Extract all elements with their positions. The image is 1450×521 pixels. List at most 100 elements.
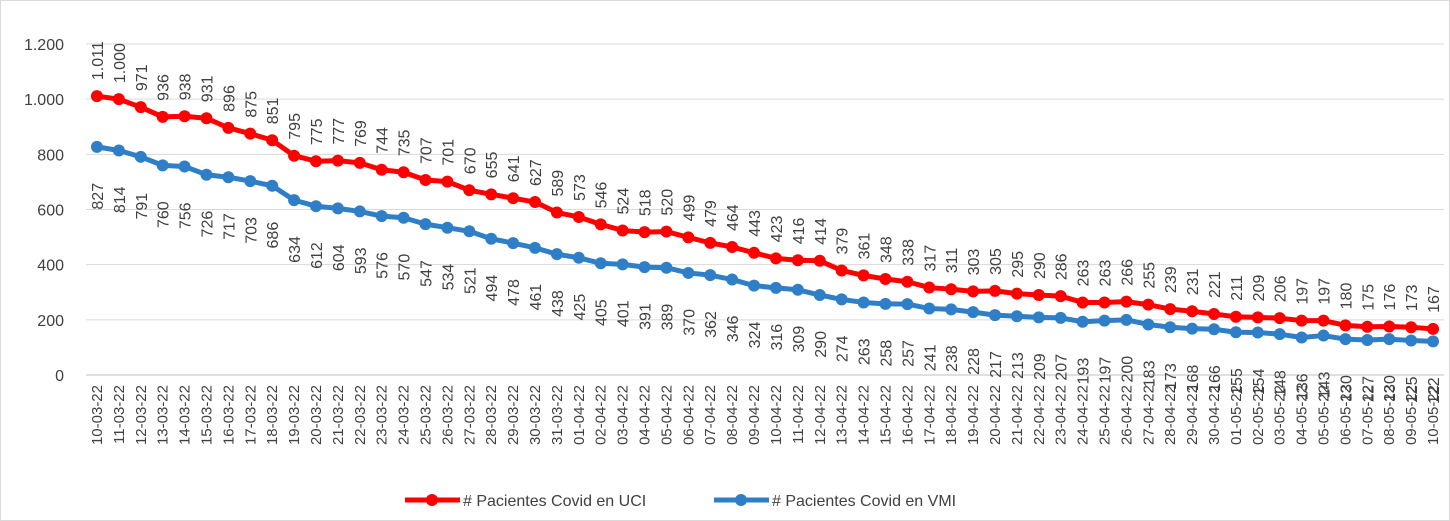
point (397, 211, 410, 224)
data-label: 209 (1251, 275, 1268, 302)
point (485, 232, 498, 245)
point (375, 163, 388, 176)
x-tick-label: 19-03-22 (286, 385, 303, 445)
data-label: 827 (90, 183, 107, 210)
x-tick-label: 20-03-22 (308, 385, 325, 445)
point (835, 293, 848, 306)
point (813, 254, 826, 267)
data-label: 263 (1098, 260, 1115, 287)
x-tick-label: 02-05-22 (1250, 385, 1267, 445)
point (200, 112, 213, 125)
point (1405, 321, 1418, 334)
point (309, 155, 322, 168)
point (1054, 311, 1067, 324)
point (572, 210, 585, 223)
x-tick-label: 16-03-22 (220, 385, 237, 445)
data-label: 303 (966, 249, 983, 276)
data-label: 155 (1229, 368, 1246, 395)
data-label: 257 (900, 340, 917, 367)
data-label: 756 (178, 202, 195, 229)
data-label: 573 (572, 174, 589, 201)
data-label: 370 (681, 309, 698, 336)
data-label: 154 (1251, 368, 1268, 395)
data-label: 576 (375, 252, 392, 279)
point (397, 166, 410, 179)
data-label: 309 (791, 326, 808, 353)
x-tick-label: 07-04-22 (702, 385, 719, 445)
point (331, 202, 344, 215)
point (879, 273, 892, 286)
point (156, 159, 169, 172)
x-tick-label: 23-03-22 (374, 385, 391, 445)
data-label: 777 (331, 118, 348, 145)
point (1076, 296, 1089, 309)
point (1032, 311, 1045, 324)
data-label: 239 (1163, 266, 1180, 293)
x-tick-label: 30-04-22 (1206, 385, 1223, 445)
point (1208, 308, 1221, 321)
data-label: 875 (243, 91, 260, 118)
data-label: 707 (419, 137, 436, 164)
data-label: 122 (1426, 377, 1443, 404)
data-label: 612 (309, 242, 326, 269)
x-tick-label: 10-05-22 (1425, 385, 1442, 445)
point (1251, 311, 1264, 324)
data-label: 717 (221, 213, 238, 240)
data-label: 641 (506, 155, 523, 182)
x-tick-label: 27-04-22 (1140, 385, 1157, 445)
point (1273, 312, 1286, 325)
point (726, 273, 739, 286)
data-label: 589 (550, 170, 567, 197)
x-tick-label: 20-04-22 (987, 385, 1004, 445)
point (244, 127, 257, 140)
x-tick-label: 09-04-22 (746, 385, 763, 445)
x-tick-label: 01-04-22 (571, 385, 588, 445)
point (134, 150, 147, 163)
point (945, 303, 958, 316)
data-label: 744 (375, 127, 392, 154)
x-tick-label: 10-03-22 (89, 385, 106, 445)
point (660, 225, 673, 238)
point (682, 266, 695, 279)
data-label: 200 (1119, 356, 1136, 383)
x-tick-label: 06-05-22 (1337, 385, 1354, 445)
x-tick-label: 11-03-22 (111, 385, 128, 444)
data-label: 443 (747, 210, 764, 237)
point (266, 179, 279, 192)
data-label: 534 (440, 264, 457, 291)
point (178, 160, 191, 173)
data-label: 127 (1360, 376, 1377, 403)
data-label: 524 (616, 188, 633, 215)
point (1405, 334, 1418, 347)
data-label: 518 (638, 189, 655, 216)
x-tick-label: 12-04-22 (812, 385, 829, 445)
point (616, 224, 629, 237)
data-label: 166 (1207, 365, 1224, 392)
x-tick-label: 14-03-22 (177, 385, 194, 445)
data-label: 726 (199, 211, 216, 238)
data-label: 604 (331, 244, 348, 271)
data-label: 317 (922, 245, 939, 272)
x-tick-label: 31-03-22 (549, 385, 566, 445)
data-label: 1.011 (90, 41, 107, 80)
data-label: 547 (419, 260, 436, 287)
x-tick-label: 12-03-22 (133, 385, 150, 445)
point (572, 251, 585, 264)
data-label: 701 (440, 139, 457, 166)
x-tick-label: 28-04-22 (1162, 385, 1179, 445)
data-label: 686 (265, 222, 282, 249)
data-label: 263 (857, 338, 874, 365)
point (1010, 287, 1023, 300)
data-label: 769 (353, 120, 370, 147)
data-label: 461 (528, 284, 545, 311)
x-tick-label: 22-03-22 (352, 385, 369, 445)
point (550, 248, 563, 261)
x-tick-label: 08-04-22 (724, 385, 741, 445)
data-label: 627 (528, 159, 545, 186)
point (923, 281, 936, 294)
point (507, 237, 520, 250)
point (200, 168, 213, 181)
point (441, 175, 454, 188)
